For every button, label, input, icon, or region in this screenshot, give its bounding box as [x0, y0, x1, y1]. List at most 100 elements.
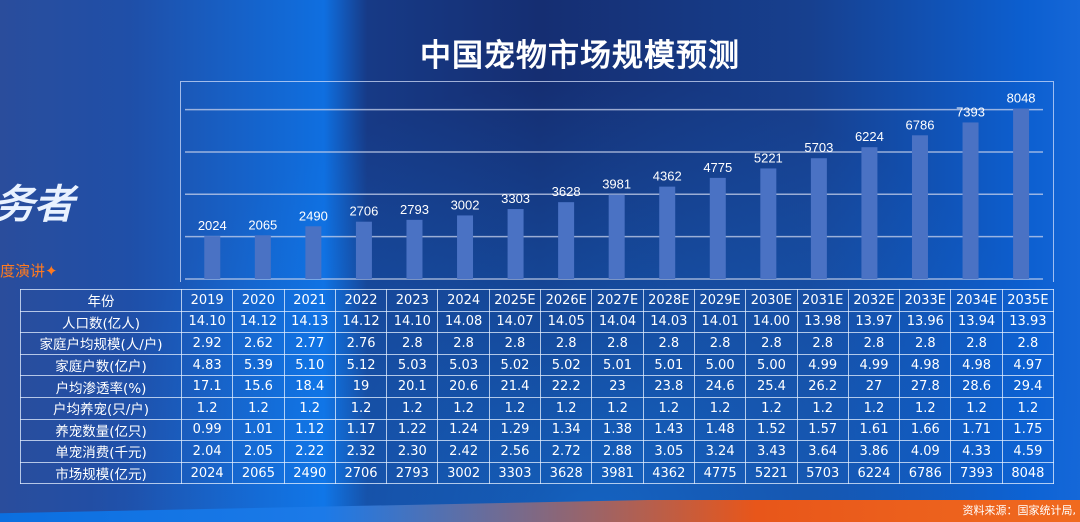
table-cell: 1.2	[1001, 396, 1055, 420]
table-cell: 3303	[488, 461, 542, 485]
table-cell: 14.00	[745, 310, 798, 334]
table-cell: 1.61	[847, 418, 901, 442]
brand-subtitle: 度演讲✦	[0, 262, 58, 280]
table-cell: 1.2	[283, 396, 336, 420]
table-cell: 1.22	[386, 418, 439, 442]
table-cell: 4.59	[1001, 440, 1055, 463]
table-cell: 13.96	[899, 310, 952, 334]
year-header: 2025E	[488, 289, 542, 312]
table-cell: 1.43	[642, 418, 695, 442]
table-cell: 2.32	[334, 440, 388, 463]
table-cell: 5.03	[437, 353, 490, 377]
table-cell: 2.30	[386, 440, 439, 463]
data-label: 2490	[299, 208, 328, 223]
table-row: 单宠消费(千元) 2.04 2.05 2.22 2.32 2.30 2.42 2.56 2.72…	[20, 440, 1055, 463]
table-cell: 4.98	[950, 353, 1003, 377]
table-cell: 24.6	[693, 375, 747, 398]
table-cell: 5.00	[745, 353, 798, 377]
table-cell: 2.56	[488, 440, 542, 463]
table-cell: 1.57	[796, 418, 849, 442]
year-header: 2027E	[591, 289, 644, 312]
table-cell: 2.8	[437, 332, 490, 355]
table-cell: 1.2	[488, 396, 542, 420]
table-cell: 2.8	[488, 332, 542, 355]
table-cell: 26.2	[796, 375, 849, 398]
table-cell: 4362	[642, 461, 695, 485]
bar-2030E	[760, 168, 777, 279]
table-cell: 1.71	[950, 418, 1003, 442]
table-cell: 2.8	[950, 332, 1003, 355]
bar-2022	[355, 221, 372, 279]
bar-2024	[457, 215, 474, 279]
table-header-row: 年份 2019 2020 2021 2022 2023 2024 2025E 2026E 2027…	[20, 289, 1055, 312]
table-cell: 2.8	[847, 332, 901, 355]
row-label: 养宠数量(亿只)	[20, 418, 182, 442]
table-cell: 0.99	[180, 418, 234, 442]
bar-2025E	[507, 209, 524, 279]
table-cell: 14.03	[642, 310, 695, 334]
table-cell: 1.2	[745, 396, 798, 420]
row-label: 人口数(亿人)	[20, 310, 182, 334]
data-label: 2706	[349, 204, 378, 219]
bar-2033E	[911, 135, 928, 279]
table-cell: 5.01	[642, 353, 695, 377]
table-cell: 3.86	[847, 440, 901, 463]
data-label: 3981	[602, 177, 631, 192]
table-cell: 2024	[180, 461, 234, 485]
year-header: 2032E	[847, 289, 901, 312]
table-cell: 7393	[950, 461, 1003, 485]
table-cell: 2.42	[437, 440, 490, 463]
table-cell: 4.83	[180, 353, 234, 377]
table-cell: 23	[591, 375, 644, 398]
table-cell: 14.10	[180, 310, 234, 334]
table-cell: 27.8	[899, 375, 952, 398]
data-label: 5221	[754, 150, 783, 165]
table-cell: 14.04	[591, 310, 644, 334]
table-cell: 2.8	[591, 332, 644, 355]
year-header: 2035E	[1001, 289, 1055, 312]
row-label: 家庭户均规模(人/户)	[20, 332, 182, 355]
table-cell: 1.2	[591, 396, 644, 420]
table-row: 家庭户均规模(人/户) 2.92 2.62 2.77 2.76 2.8 2.8 2.8 2.8 2…	[20, 332, 1055, 355]
table-row: 户均渗透率(%) 17.1 15.6 18.4 19 20.1 20.6 21.4 22.2 23…	[20, 375, 1055, 398]
table-cell: 22.2	[540, 375, 593, 398]
year-header: 2023	[386, 289, 439, 312]
table-cell: 1.48	[693, 418, 747, 442]
table-cell: 13.98	[796, 310, 849, 334]
source-note: 资料来源：国家统计局,	[962, 504, 1077, 517]
table-cell: 2.72	[540, 440, 593, 463]
table-cell: 1.01	[232, 418, 285, 442]
table-cell: 5.10	[283, 353, 336, 377]
table-row: 市场规模(亿元) 2024 2065 2490 2706 2793 3002 3303 3628…	[20, 461, 1055, 485]
data-label: 4362	[653, 169, 682, 184]
table-cell: 2793	[386, 461, 439, 485]
table-cell: 5.03	[386, 353, 439, 377]
table-cell: 5.00	[693, 353, 747, 377]
table-cell: 2.05	[232, 440, 285, 463]
bar-2032E	[861, 147, 878, 279]
table-cell: 2.04	[180, 440, 234, 463]
table-cell: 1.2	[950, 396, 1003, 420]
data-label: 6224	[855, 129, 884, 144]
data-label: 7393	[956, 104, 985, 119]
bar-2019	[204, 236, 221, 279]
table-cell: 1.17	[334, 418, 388, 442]
year-header: 2034E	[950, 289, 1003, 312]
table-cell: 1.24	[437, 418, 490, 442]
table-cell: 1.66	[899, 418, 952, 442]
table-cell: 27	[847, 375, 901, 398]
table-row: 人口数(亿人) 14.10 14.12 14.13 14.12 14.10 14.08 14.…	[20, 310, 1055, 334]
data-label: 5703	[804, 140, 833, 155]
table-cell: 23.8	[642, 375, 695, 398]
table-cell: 2.88	[591, 440, 644, 463]
bar-2027E	[608, 194, 625, 279]
bar-2026E	[558, 202, 575, 279]
table-cell: 1.2	[180, 396, 234, 420]
year-header: 2024	[437, 289, 490, 312]
table-cell: 14.05	[540, 310, 593, 334]
data-label: 3628	[552, 184, 581, 199]
data-table: 年份 2019 2020 2021 2022 2023 2024 2025E 2026E 2027…	[20, 289, 1055, 485]
table-cell: 5.02	[540, 353, 593, 377]
table-cell: 13.94	[950, 310, 1003, 334]
table-cell: 18.4	[283, 375, 336, 398]
